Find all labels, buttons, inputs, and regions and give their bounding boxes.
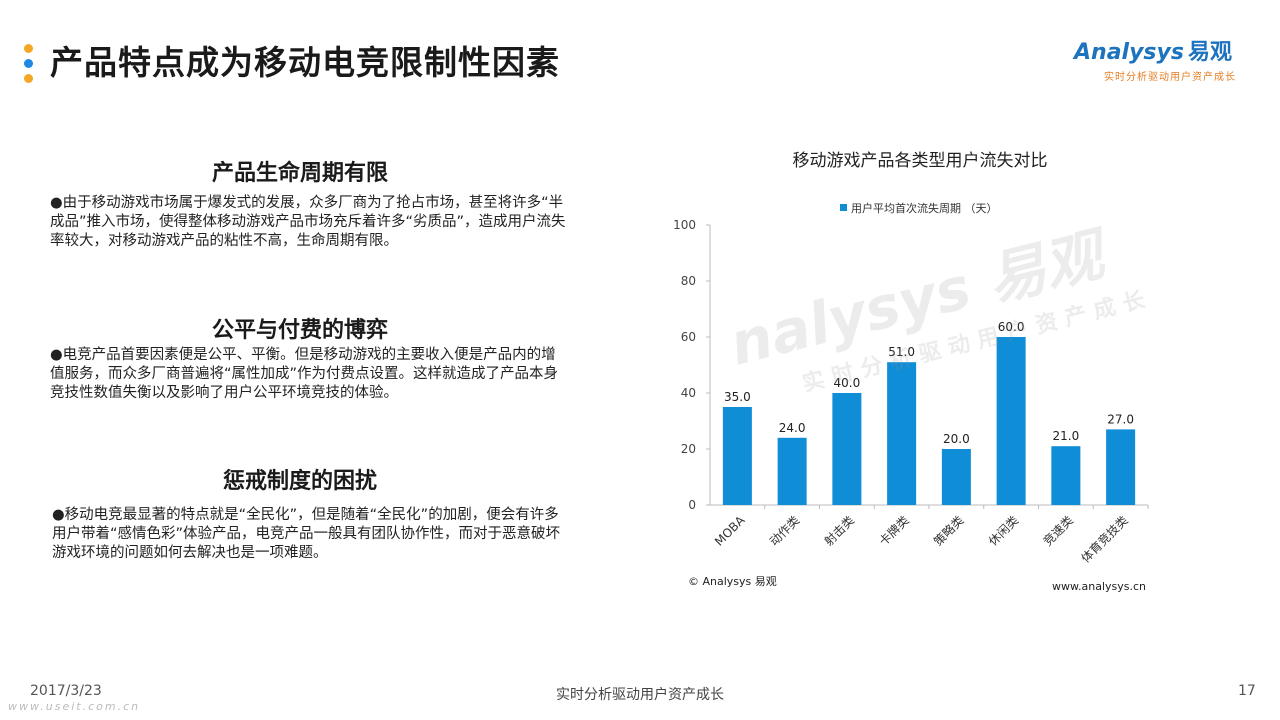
dot-blue bbox=[24, 59, 33, 68]
bar bbox=[887, 362, 917, 505]
chart-title: 移动游戏产品各类型用户流失对比 bbox=[792, 151, 1048, 171]
y-tick-label: 60 bbox=[681, 330, 696, 344]
bar bbox=[1106, 429, 1136, 505]
bar bbox=[722, 407, 752, 505]
data-label: 60.0 bbox=[998, 320, 1025, 334]
x-tick-label: 卡牌类 bbox=[876, 513, 911, 548]
data-label: 27.0 bbox=[1107, 412, 1134, 426]
x-tick-label: 策略类 bbox=[930, 513, 966, 549]
analysys-logo: Analysys 易观 实时分析驱动用户资产成长 bbox=[1074, 34, 1244, 83]
data-label: 35.0 bbox=[724, 390, 751, 404]
y-tick-label: 100 bbox=[673, 218, 696, 232]
logo-cn: 易观 bbox=[1187, 40, 1232, 65]
bar bbox=[941, 449, 971, 505]
section-heading-fairness: 公平与付费的博弈 bbox=[211, 318, 388, 343]
logo-slogan: 实时分析驱动用户资产成长 bbox=[1104, 72, 1236, 83]
y-tick-label: 20 bbox=[681, 442, 696, 456]
y-tick-label: 0 bbox=[688, 498, 696, 512]
title-bullet-dots bbox=[24, 44, 34, 89]
bar bbox=[832, 393, 862, 505]
section-body-lifecycle: ●由于移动游戏市场属于爆发式的发展，众多厂商为了抢占市场，甚至将许多“半成品”推… bbox=[50, 195, 566, 249]
bar bbox=[1051, 446, 1081, 505]
logo-a-glyph: A bbox=[1074, 40, 1092, 65]
x-tick-label: 体育竞技类 bbox=[1078, 513, 1131, 566]
dot-orange-2 bbox=[24, 74, 33, 83]
data-label: 51.0 bbox=[888, 345, 915, 359]
source-right: www.analysys.cn bbox=[1052, 580, 1146, 593]
data-label: 40.0 bbox=[834, 376, 861, 390]
section-heading-penalty: 惩戒制度的困扰 bbox=[222, 469, 377, 494]
footer-slogan: 实时分析驱动用户资产成长 bbox=[556, 687, 724, 703]
section-heading-lifecycle: 产品生命周期有限 bbox=[211, 161, 388, 186]
bar bbox=[777, 437, 807, 505]
x-tick-label: 休闲类 bbox=[986, 513, 1021, 548]
y-tick-label: 80 bbox=[681, 274, 696, 288]
data-label: 24.0 bbox=[779, 421, 806, 435]
x-tick-label: 动作类 bbox=[767, 513, 802, 548]
section-body-penalty: ●移动电竞最显著的特点就是“全民化”，但是随着“全民化”的加剧，便会有许多用户带… bbox=[52, 507, 561, 561]
bar-chart: 用户平均首次流失周期 （天） 0 20 40 60 80 100 35.0 MOBA 24.0 动作… bbox=[673, 201, 1149, 593]
legend-swatch bbox=[840, 204, 847, 211]
x-tick-label: 射击类 bbox=[821, 513, 857, 549]
legend-label: 用户平均首次流失周期 （天） bbox=[851, 201, 998, 215]
x-tick-label: MOBA bbox=[712, 513, 748, 549]
source-left: © Analysys 易观 bbox=[688, 575, 777, 588]
bar bbox=[996, 337, 1026, 505]
data-label: 20.0 bbox=[943, 432, 970, 446]
page-number: 17 bbox=[1238, 683, 1256, 699]
dot-orange bbox=[24, 44, 33, 53]
logo-text: nalysys bbox=[1091, 40, 1184, 65]
footer-date: 2017/3/23 bbox=[30, 683, 102, 699]
x-tick-label: 竞速类 bbox=[1041, 513, 1076, 548]
section-body-fairness: ●电竞产品首要因素便是公平、平衡。但是移动游戏的主要收入便是产品内的增值服务，而… bbox=[50, 347, 559, 401]
logo-wordmark: Analysys 易观 bbox=[1074, 34, 1244, 66]
footer-url: www.useit.com.cn bbox=[8, 700, 141, 713]
y-tick-label: 40 bbox=[681, 386, 696, 400]
data-label: 21.0 bbox=[1053, 429, 1080, 443]
page-title: 产品特点成为移动电竞限制性因素 bbox=[50, 43, 560, 82]
